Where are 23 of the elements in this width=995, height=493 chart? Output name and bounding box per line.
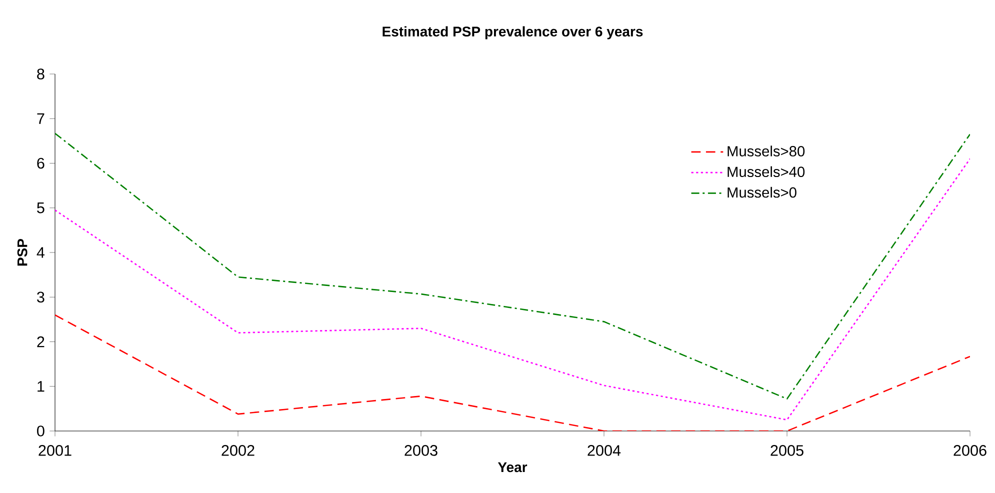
y-tick-label: 7 <box>37 113 44 124</box>
chart-title: Estimated PSP prevalence over 6 years <box>382 26 643 40</box>
legend-label: Mussels>0 <box>728 186 796 198</box>
x-tick-label: 2005 <box>770 445 804 456</box>
x-tick-label: 2003 <box>404 445 438 456</box>
x-tick-label: 2004 <box>588 445 621 456</box>
y-tick-label: 2 <box>37 336 44 348</box>
x-tick-label: 2006 <box>954 445 986 456</box>
y-axis-title: PSP <box>17 238 28 266</box>
legend-label: Mussels>80 <box>728 146 805 156</box>
y-tick-label: 0 <box>37 426 44 436</box>
y-tick-label: 1 <box>38 381 44 392</box>
y-tick-label: 6 <box>37 158 44 169</box>
x-tick-label: 2002 <box>222 445 254 456</box>
legend-label: Mussels>40 <box>728 166 805 178</box>
line-series <box>55 158 970 421</box>
line-series <box>55 132 970 400</box>
x-tick-label: 2001 <box>38 445 72 456</box>
y-tick-label: 5 <box>37 202 44 214</box>
y-tick-label: 4 <box>36 247 45 258</box>
y-tick-label: 8 <box>37 68 44 80</box>
x-axis-title: Year <box>498 462 528 472</box>
y-tick-label: 3 <box>37 292 44 303</box>
